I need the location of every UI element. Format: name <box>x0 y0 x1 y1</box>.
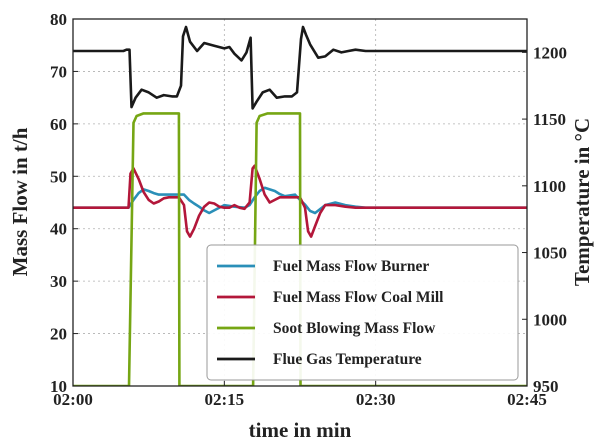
right-tick-label: 950 <box>533 377 559 396</box>
right-tick-label: 1150 <box>533 110 566 129</box>
legend: Fuel Mass Flow Burner Fuel Mass Flow Coal… <box>206 244 519 381</box>
right-tick-label: 1000 <box>533 310 567 329</box>
x-axis-label: time in min <box>249 418 352 442</box>
series-line-soot-blowing-mass-flow <box>73 112 527 386</box>
left-tick-label: 80 <box>50 10 67 29</box>
right-tick-label: 1200 <box>533 43 567 62</box>
left-tick-label: 30 <box>50 272 67 291</box>
series-line-fuel-mass-flow-coal-mill <box>73 164 527 238</box>
legend-label-flue-gas-temperature: Flue Gas Temperature <box>273 351 422 368</box>
legend-label-fuel-mass-flow-burner: Fuel Mass Flow Burner <box>273 258 429 275</box>
left-tick-label: 50 <box>50 167 67 186</box>
left-axis-ticks: 10 20 30 40 50 60 70 80 <box>50 10 78 396</box>
right-tick-label: 1050 <box>533 244 567 263</box>
plot-lines <box>73 25 527 386</box>
x-axis-ticks: 02:00 02:15 02:30 02:45 <box>53 381 547 409</box>
left-y-axis-label: Mass Flow in t/h <box>8 127 32 276</box>
right-axis-ticks: 950 1000 1050 1100 1150 1200 <box>522 43 567 396</box>
left-tick-label: 60 <box>50 115 67 134</box>
series-line-flue-gas-temperature <box>73 25 527 110</box>
legend-label-soot-blowing-mass-flow: Soot Blowing Mass Flow <box>273 320 436 337</box>
left-tick-label: 10 <box>50 377 67 396</box>
x-tick-label: 02:45 <box>507 390 547 409</box>
legend-box <box>206 244 519 381</box>
right-tick-label: 1100 <box>533 177 566 196</box>
plot-frame <box>72 18 528 387</box>
left-tick-label: 20 <box>50 325 67 344</box>
left-tick-label: 40 <box>50 220 67 239</box>
right-y-axis-label: Temperature in °C <box>570 118 594 286</box>
x-tick-label: 02:30 <box>356 390 396 409</box>
x-tick-label: 02:00 <box>53 390 93 409</box>
x-tick-label: 02:15 <box>204 390 244 409</box>
legend-label-fuel-mass-flow-coal-mill: Fuel Mass Flow Coal Mill <box>273 289 444 306</box>
left-tick-label: 70 <box>50 62 67 81</box>
